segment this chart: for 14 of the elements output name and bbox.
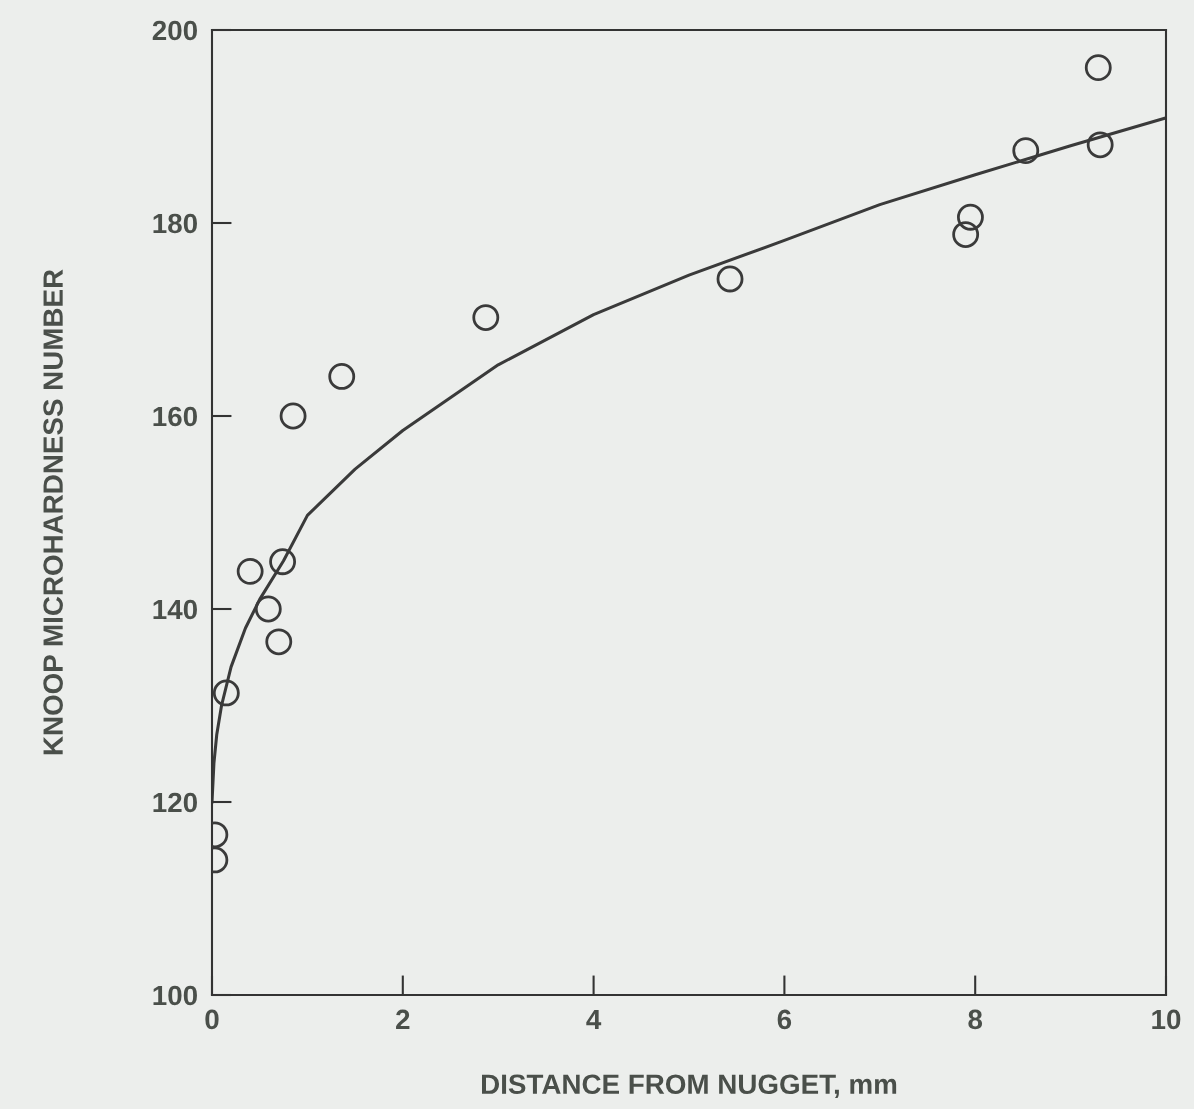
x-tick-label: 8	[968, 1009, 983, 1030]
x-tick-label: 6	[777, 1009, 792, 1030]
y-tick-label: 120	[153, 792, 197, 813]
y-tick-label: 160	[153, 406, 197, 427]
y-tick-label: 100	[153, 985, 197, 1006]
x-tick-label: 2	[396, 1009, 410, 1030]
x-tick-label: 4	[586, 1009, 602, 1030]
y-tick-label: 180	[153, 213, 197, 234]
y-tick-label: 200	[152, 20, 197, 41]
x-tick-label: 0	[205, 1009, 219, 1030]
x-axis-title: DISTANCE FROM NUGGET, mm	[482, 1074, 897, 1099]
y-tick-label: 140	[153, 599, 197, 620]
y-axis-title: KNOOP MICROHARDNESS NUMBER	[43, 269, 63, 755]
x-tick-label: 10	[1152, 1009, 1181, 1030]
